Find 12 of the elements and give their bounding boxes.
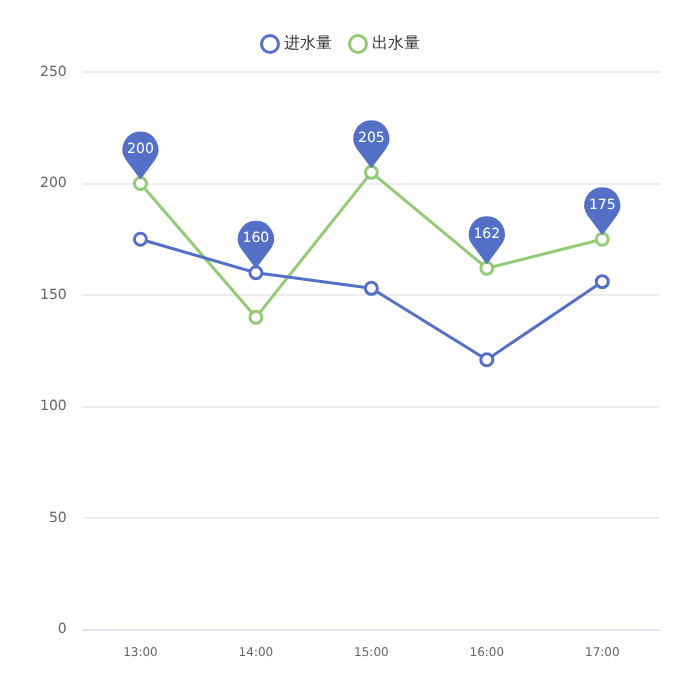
- point: [363, 280, 379, 296]
- point: [363, 164, 379, 180]
- point: [594, 231, 610, 247]
- point: [594, 274, 610, 290]
- point: [132, 231, 148, 247]
- point: [132, 176, 148, 192]
- legend-label: 进水量: [284, 34, 332, 53]
- point: [479, 352, 495, 368]
- point: [248, 265, 264, 281]
- legend-label: 出水量: [372, 34, 420, 53]
- point: [479, 260, 495, 276]
- point: [248, 309, 264, 325]
